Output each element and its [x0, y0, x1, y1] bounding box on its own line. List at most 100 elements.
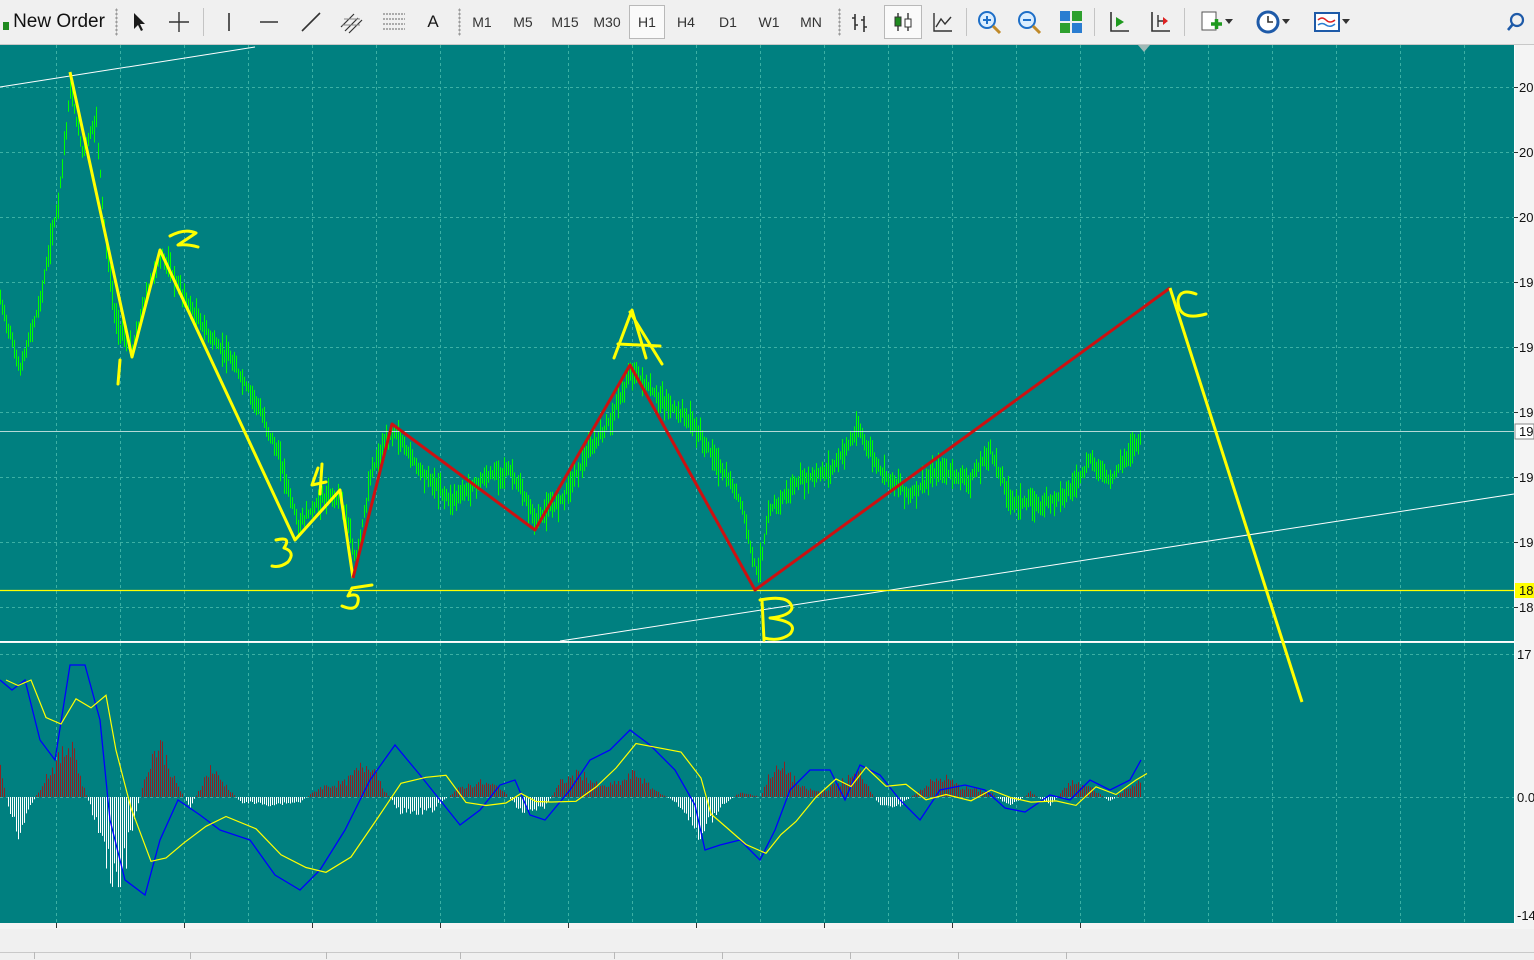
timeframe-m15-button[interactable]: M15 — [546, 5, 584, 39]
crosshair-tool-button[interactable] — [162, 5, 196, 39]
indicator-axis-label: 0.0 — [1517, 790, 1534, 805]
cursor-arrow-icon — [134, 13, 145, 31]
indicators-dropdown-button[interactable] — [1192, 5, 1240, 39]
indicator-axis-label: 17 — [1517, 647, 1531, 662]
timeframe-label: MN — [800, 14, 822, 30]
candlestick-icon — [894, 13, 912, 31]
wave-label-1-mark — [116, 358, 122, 386]
horizontal-line-icon — [260, 21, 278, 23]
wave-label-b-mark — [758, 596, 794, 642]
horizontal-line-button[interactable] — [252, 5, 286, 39]
auto-scroll-button[interactable] — [1102, 5, 1136, 39]
upper-trendline — [0, 46, 256, 88]
price-axis-label: 19 — [1519, 535, 1533, 550]
timeframe-label: M15 — [551, 14, 579, 30]
timeframe-m5-button[interactable]: M5 — [505, 5, 541, 39]
projection-line — [1168, 287, 1304, 703]
search-button[interactable] — [1500, 5, 1532, 39]
fibonacci-icon — [383, 13, 405, 30]
equidistant-channel-button[interactable] — [334, 5, 370, 39]
vertical-line-icon — [228, 13, 230, 31]
chart-shift-button[interactable] — [1142, 5, 1178, 39]
chart-window[interactable]: 8 Mar 10:0011 Mar 05:0015 Mar 23:0018 Ma… — [0, 45, 1534, 945]
support-price-tag — [1515, 583, 1534, 598]
timeframe-m30-button[interactable]: M30 — [588, 5, 626, 39]
correction-wave-line — [351, 286, 1171, 592]
oscillator-histogram — [0, 740, 1141, 888]
periods-dropdown-button[interactable] — [1248, 5, 1298, 39]
wave-label-3-mark — [270, 537, 293, 568]
current-price-tag-text: 19 — [1519, 424, 1533, 439]
text-tool-label: A — [427, 12, 439, 31]
price-chart[interactable]: 8 Mar 10:0011 Mar 05:0015 Mar 23:0018 Ma… — [0, 45, 1534, 945]
price-bars — [0, 81, 1141, 583]
vertical-line-button[interactable] — [212, 5, 246, 39]
chart-tabs-strip — [0, 952, 1534, 960]
cursor-tool-button[interactable] — [122, 5, 154, 39]
bar-chart-icon — [852, 14, 867, 32]
tile-windows-icon — [1060, 11, 1082, 33]
wave-label-2-mark — [168, 229, 200, 249]
price-axis-label: 20 — [1519, 80, 1533, 95]
auto-scroll-icon — [1110, 12, 1129, 32]
zoom-in-button[interactable] — [972, 5, 1006, 39]
wave-label-c-mark — [1176, 290, 1208, 318]
chart-shift-icon — [1151, 12, 1170, 32]
impulse-wave-line — [68, 71, 355, 579]
price-axis-label: 19 — [1519, 275, 1533, 290]
oscillator-main-line — [0, 664, 1142, 897]
timeframe-h4-button[interactable]: H4 — [668, 5, 704, 39]
price-axis-label: 18 — [1519, 600, 1533, 615]
timeframe-label: M1 — [472, 14, 492, 30]
line-chart-button[interactable] — [926, 5, 960, 39]
fibonacci-button[interactable] — [376, 5, 412, 39]
price-axis-label: 19 — [1519, 405, 1533, 420]
price-axis-label: 20 — [1519, 145, 1533, 160]
new-order-button[interactable]: New Order — [0, 5, 108, 39]
timeframe-d1-button[interactable]: D1 — [710, 5, 746, 39]
bar-chart-button[interactable] — [844, 5, 878, 39]
equidistant-channel-icon — [340, 13, 363, 34]
wave-label-5-mark — [340, 583, 374, 610]
search-icon — [1507, 12, 1525, 31]
toolbar: New Order A — [0, 0, 1534, 45]
tile-windows-button[interactable] — [1054, 5, 1088, 39]
zoom-out-icon — [1018, 11, 1042, 35]
crosshair-icon — [169, 12, 189, 32]
main-chart-pane[interactable] — [0, 45, 1514, 641]
text-tool-button[interactable]: A — [418, 5, 448, 39]
support-price-tag-text: 18 — [1519, 583, 1533, 598]
price-axis-label: 19 — [1519, 470, 1533, 485]
toolbar-grip[interactable] — [838, 8, 841, 36]
timeframe-w1-button[interactable]: W1 — [751, 5, 787, 39]
timeframe-mn-button[interactable]: MN — [792, 5, 830, 39]
trendline-button[interactable] — [294, 5, 328, 39]
toolbar-grip[interactable] — [458, 8, 461, 36]
timeframe-label: M30 — [593, 14, 621, 30]
zoom-in-icon — [978, 11, 1002, 35]
templates-dropdown-button[interactable] — [1306, 5, 1358, 39]
indicator-pane[interactable] — [0, 643, 1514, 923]
new-order-icon — [3, 22, 10, 30]
timeframe-h1-button[interactable]: H1 — [629, 5, 665, 39]
timeframe-label: H1 — [638, 14, 656, 30]
chart-grid — [0, 45, 1514, 923]
toolbar-grip[interactable] — [115, 8, 118, 36]
new-order-label: New Order — [13, 11, 105, 32]
price-axis-label: 19 — [1519, 340, 1533, 355]
candlestick-chart-button[interactable] — [884, 5, 922, 39]
line-chart-icon — [933, 13, 952, 32]
chevron-down-icon — [1225, 19, 1233, 24]
timeframe-label: W1 — [758, 14, 780, 30]
trendline-icon — [301, 12, 321, 32]
wave-label-4-mark — [310, 462, 328, 496]
lower-trendline — [559, 493, 1515, 642]
zoom-out-button[interactable] — [1012, 5, 1046, 39]
chart-shift-marker — [1138, 45, 1150, 52]
wave-label-a-mark — [612, 308, 664, 366]
templates-icon — [1314, 12, 1340, 32]
oscillator-signal-line — [5, 679, 1148, 873]
timeframe-m1-button[interactable]: M1 — [464, 5, 500, 39]
chart-objects[interactable] — [0, 45, 1515, 703]
chevron-down-icon — [1342, 19, 1350, 24]
